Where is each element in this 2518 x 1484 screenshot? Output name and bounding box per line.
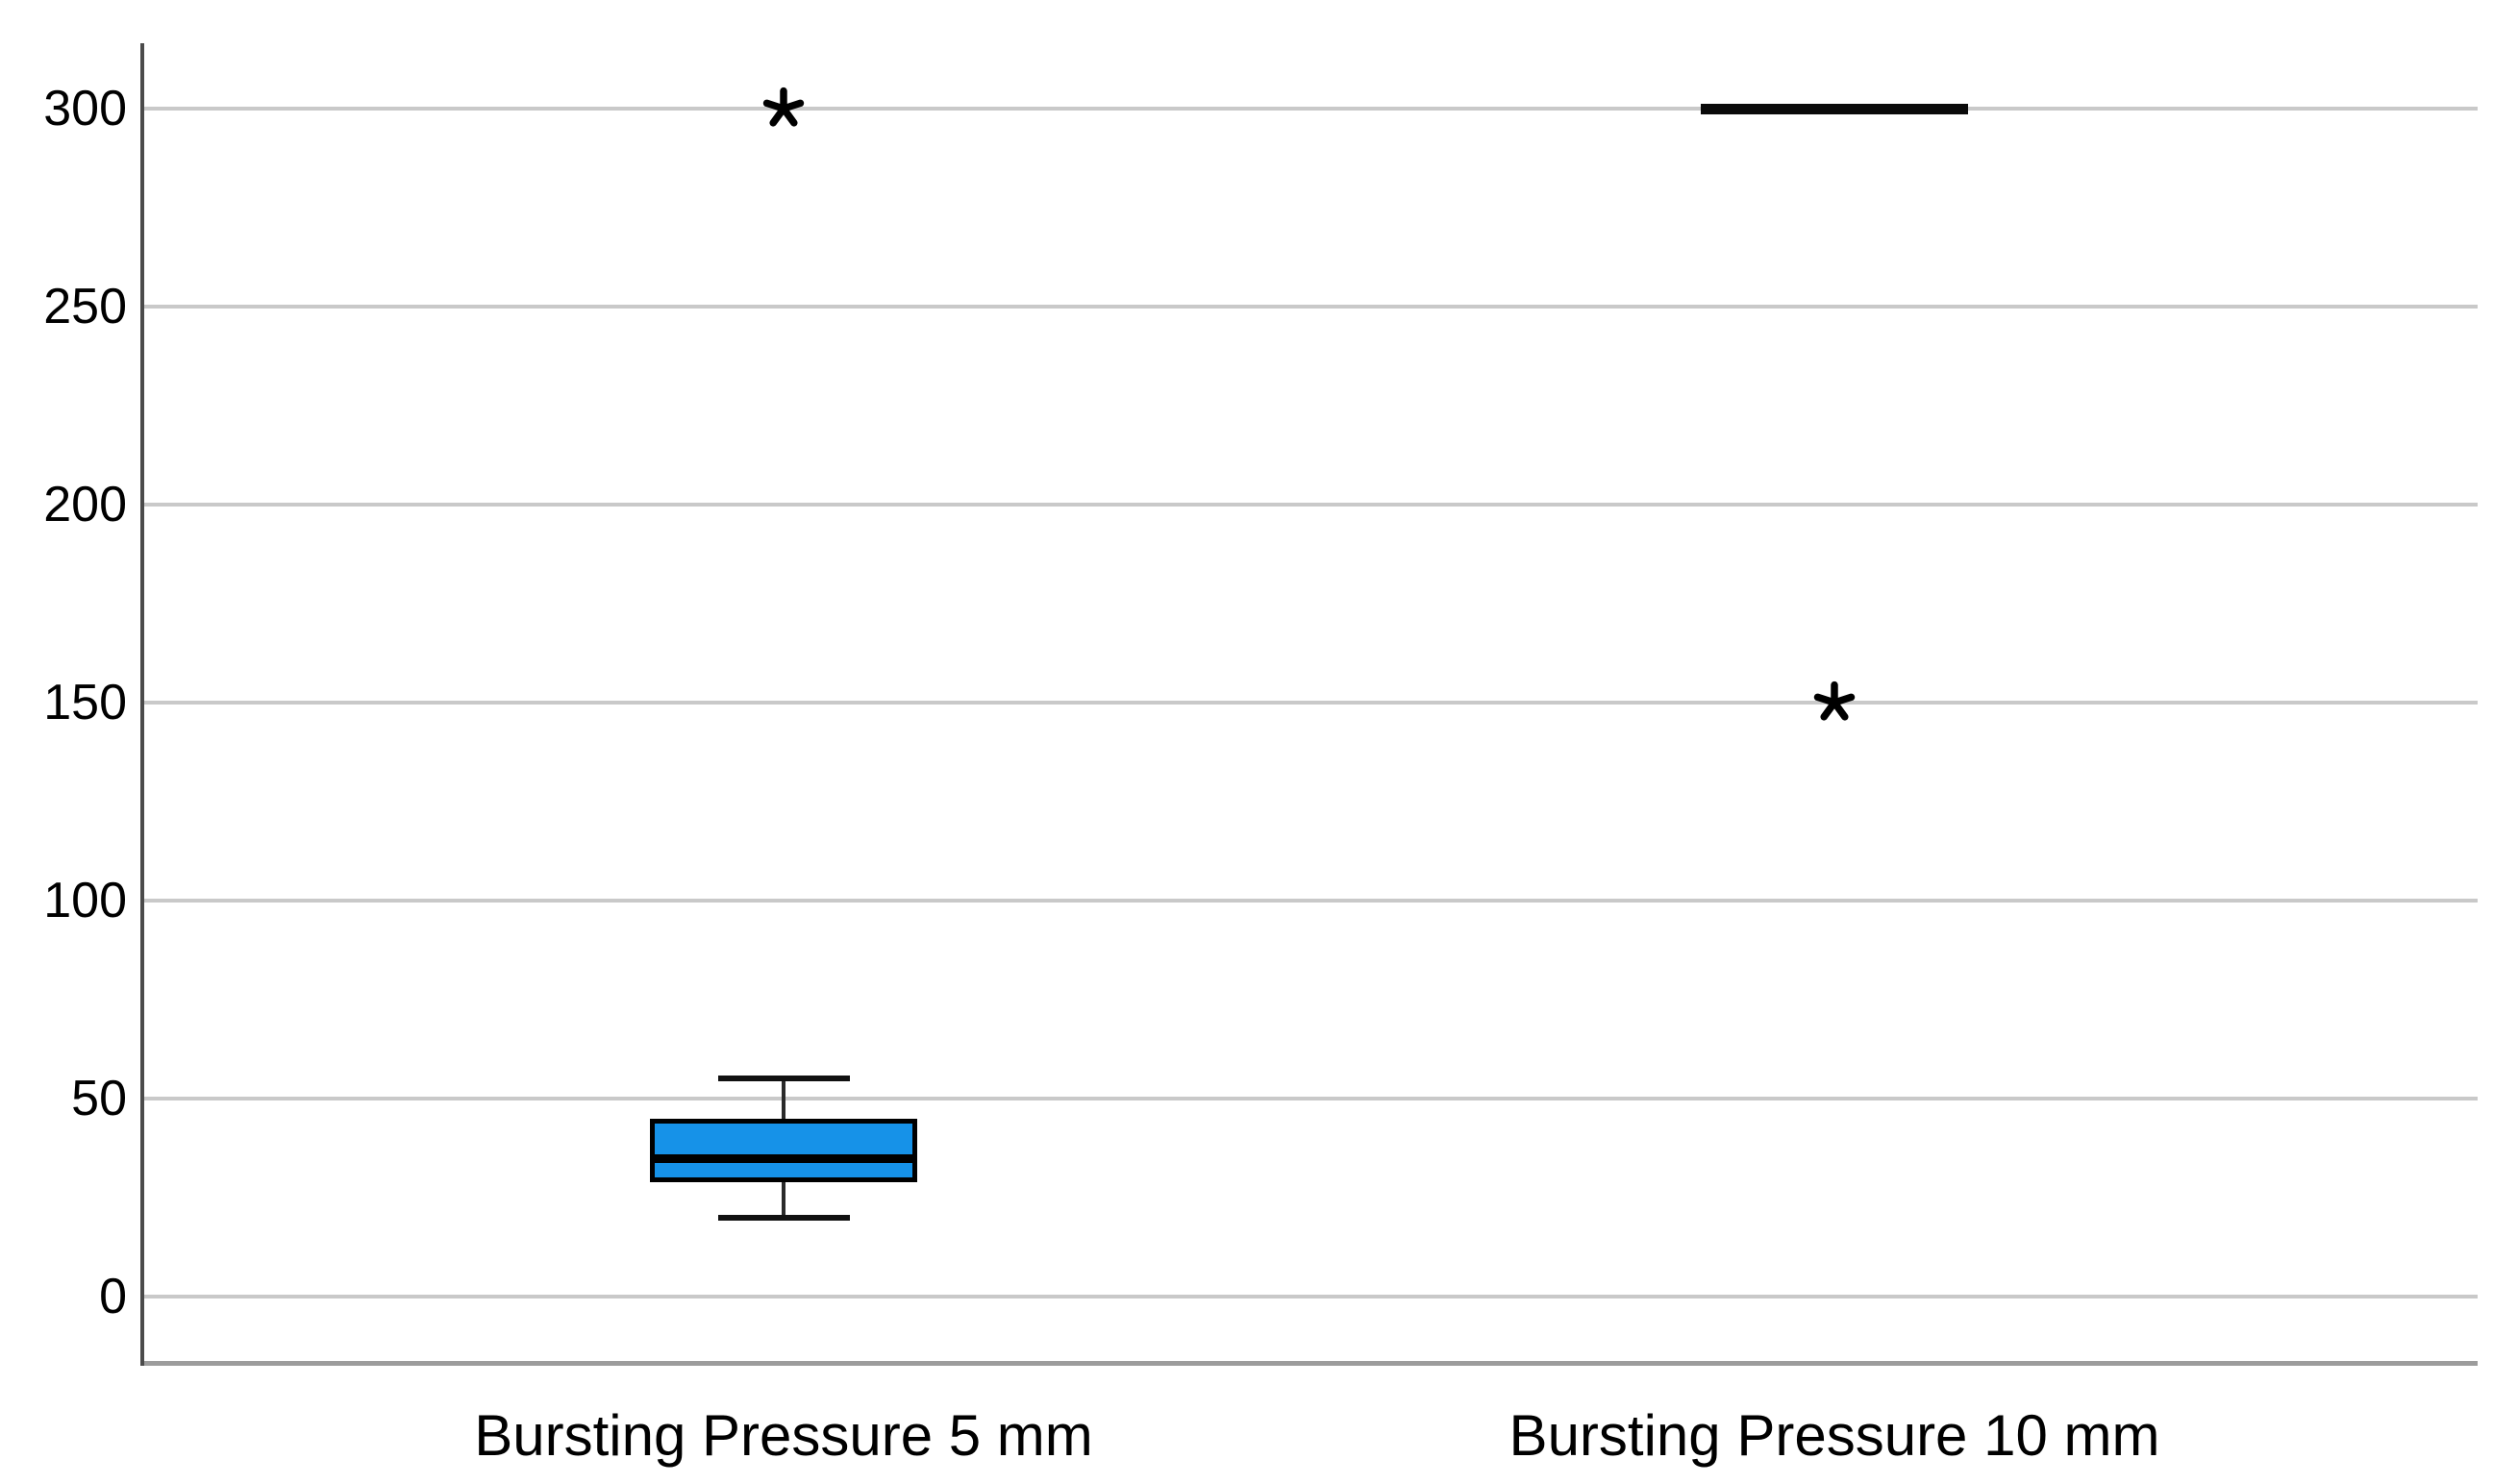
x-axis-line bbox=[144, 1361, 2478, 1366]
y-tick-label-250: 250 bbox=[43, 279, 127, 335]
gridline-0 bbox=[144, 1295, 2478, 1298]
box-10mm-collapsed bbox=[1701, 104, 1968, 115]
box-5mm-outlier-star bbox=[762, 87, 805, 127]
gridline-250 bbox=[144, 305, 2478, 309]
y-tick-label-100: 100 bbox=[43, 873, 127, 929]
box-5mm-whisker-cap-top bbox=[717, 1076, 850, 1082]
y-tick-label-0: 0 bbox=[99, 1269, 127, 1324]
gridline-150 bbox=[144, 701, 2478, 705]
gridline-200 bbox=[144, 503, 2478, 507]
y-tick-label-50: 50 bbox=[71, 1071, 127, 1127]
y-axis-line bbox=[140, 43, 144, 1366]
box-5mm-median-line bbox=[650, 1153, 917, 1163]
gridline-100 bbox=[144, 899, 2478, 903]
gridline-300 bbox=[144, 107, 2478, 111]
y-tick-label-150: 150 bbox=[43, 675, 127, 731]
box-5mm-whisker-cap-bottom bbox=[717, 1214, 850, 1221]
gridline-50 bbox=[144, 1097, 2478, 1101]
y-tick-label-200: 200 bbox=[43, 477, 127, 533]
box-10mm-outlier-star bbox=[1813, 681, 1856, 721]
x-category-label: Bursting Pressure 5 mm bbox=[474, 1403, 1093, 1468]
x-category-label: Bursting Pressure 10 mm bbox=[1508, 1403, 2160, 1468]
box-5mm bbox=[650, 1118, 917, 1183]
y-tick-label-300: 300 bbox=[43, 81, 127, 137]
